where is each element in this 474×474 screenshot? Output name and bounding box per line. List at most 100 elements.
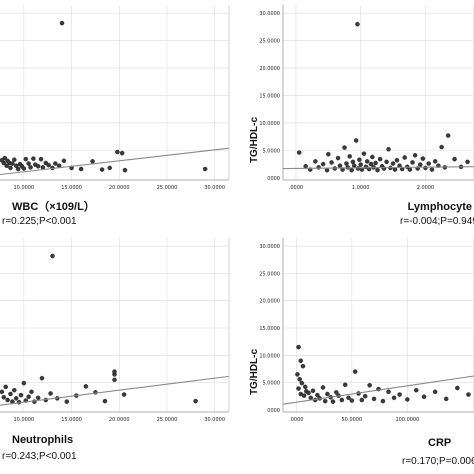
- data-point: [5, 397, 10, 403]
- data-point: [299, 380, 305, 386]
- x-tick-label: 25.0000: [157, 185, 178, 191]
- correlation-stat: r=0.243;P<0.001: [2, 451, 77, 462]
- data-point: [359, 397, 365, 403]
- y-tick-label: 25.0000: [259, 271, 280, 277]
- data-point: [115, 149, 120, 155]
- data-point: [31, 156, 36, 161]
- data-point: [412, 153, 418, 158]
- data-point: [122, 167, 128, 173]
- data-point: [358, 162, 363, 167]
- panel-crp: .0000 50.0000 100.0000 0000 5.0000 10.0000 15…: [249, 238, 474, 467]
- data-point: [351, 163, 357, 168]
- data-point: [357, 157, 362, 162]
- data-point: [35, 164, 41, 169]
- data-point: [21, 166, 27, 171]
- data-point: [1, 160, 7, 166]
- data-point: [405, 397, 410, 402]
- data-point: [429, 167, 435, 172]
- x-tick-label: 25.0000: [157, 417, 178, 423]
- data-point: [112, 377, 117, 383]
- scatter-points: [295, 344, 471, 404]
- x-tick-label: 15.0000: [61, 417, 82, 423]
- data-point: [316, 165, 321, 170]
- data-point: [26, 161, 31, 166]
- data-point: [40, 165, 46, 170]
- y-tick-label: 0000: [267, 176, 280, 182]
- data-point: [407, 167, 413, 172]
- scatter-points: [0, 253, 198, 405]
- x-tick-label: 20.0000: [109, 417, 130, 423]
- data-point: [386, 389, 391, 395]
- data-point: [329, 160, 334, 165]
- x-axis-label: CRP: [428, 437, 451, 449]
- data-point: [352, 369, 358, 374]
- data-point: [455, 385, 460, 391]
- data-point: [344, 161, 349, 166]
- data-point: [410, 160, 415, 165]
- data-point: [361, 151, 367, 156]
- data-point: [326, 151, 331, 157]
- data-point: [362, 393, 368, 399]
- axes: [282, 5, 474, 181]
- y-tick-label: 10.0000: [259, 121, 280, 127]
- data-point: [1, 395, 7, 400]
- panel-neutrophils: 10.0000 15.0000 20.0000 25.0000 30.0000 Neut…: [0, 238, 230, 462]
- data-point: [0, 389, 5, 395]
- y-tick-label: 5.0000: [263, 148, 281, 154]
- correlation-stat: r=-0.004;P=0.949: [400, 216, 474, 227]
- data-point: [12, 157, 17, 162]
- data-point: [10, 161, 15, 166]
- grid: [283, 5, 474, 180]
- axes: [0, 238, 230, 413]
- data-point: [50, 253, 55, 259]
- data-point: [465, 159, 470, 165]
- data-point: [48, 391, 53, 396]
- data-point: [368, 161, 374, 167]
- data-point: [426, 161, 431, 166]
- data-point: [392, 167, 398, 172]
- x-tick-label: 10.0000: [14, 417, 35, 423]
- data-point: [119, 150, 125, 156]
- data-point: [335, 155, 341, 161]
- grid: [283, 238, 474, 412]
- x-tick-label: .0000: [289, 185, 303, 191]
- data-point: [28, 165, 33, 170]
- data-point: [347, 154, 352, 159]
- data-point: [342, 145, 347, 150]
- fit-line: [282, 375, 474, 405]
- axes: [0, 5, 230, 181]
- x-tick-label: .0000: [289, 417, 303, 423]
- data-point: [349, 398, 355, 403]
- data-point: [4, 163, 9, 168]
- data-point: [371, 396, 377, 402]
- x-tick-label: 30.0000: [204, 417, 225, 423]
- panel-lymphocyte: .0000 1.0000 2.0000 0000 5.0000 10.0000 15.00…: [249, 5, 474, 227]
- data-point: [339, 397, 345, 403]
- data-point: [112, 369, 117, 374]
- x-tick-label: 100.0000: [395, 417, 419, 423]
- data-point: [384, 159, 389, 165]
- data-point: [8, 165, 13, 171]
- data-point: [21, 380, 27, 386]
- data-point: [12, 387, 17, 393]
- data-point: [15, 166, 21, 172]
- data-point: [296, 150, 302, 155]
- x-tick-label: 30.0000: [204, 185, 225, 191]
- y-tick-label: 20.0000: [259, 299, 280, 305]
- data-point: [346, 395, 351, 401]
- fit-line: [0, 147, 230, 176]
- data-point: [3, 384, 8, 390]
- data-point: [330, 399, 336, 404]
- data-point: [83, 384, 89, 389]
- data-point: [59, 20, 65, 26]
- axes: [282, 238, 474, 413]
- grid: [0, 5, 229, 180]
- x-tick-label: 50.0000: [342, 417, 363, 423]
- data-point: [381, 166, 387, 171]
- correlation-stat: r=0.170;P=0.006: [402, 456, 474, 467]
- data-point: [432, 159, 438, 164]
- data-point: [370, 154, 375, 160]
- data-point: [298, 358, 304, 363]
- data-point: [2, 155, 8, 161]
- data-point: [313, 159, 318, 164]
